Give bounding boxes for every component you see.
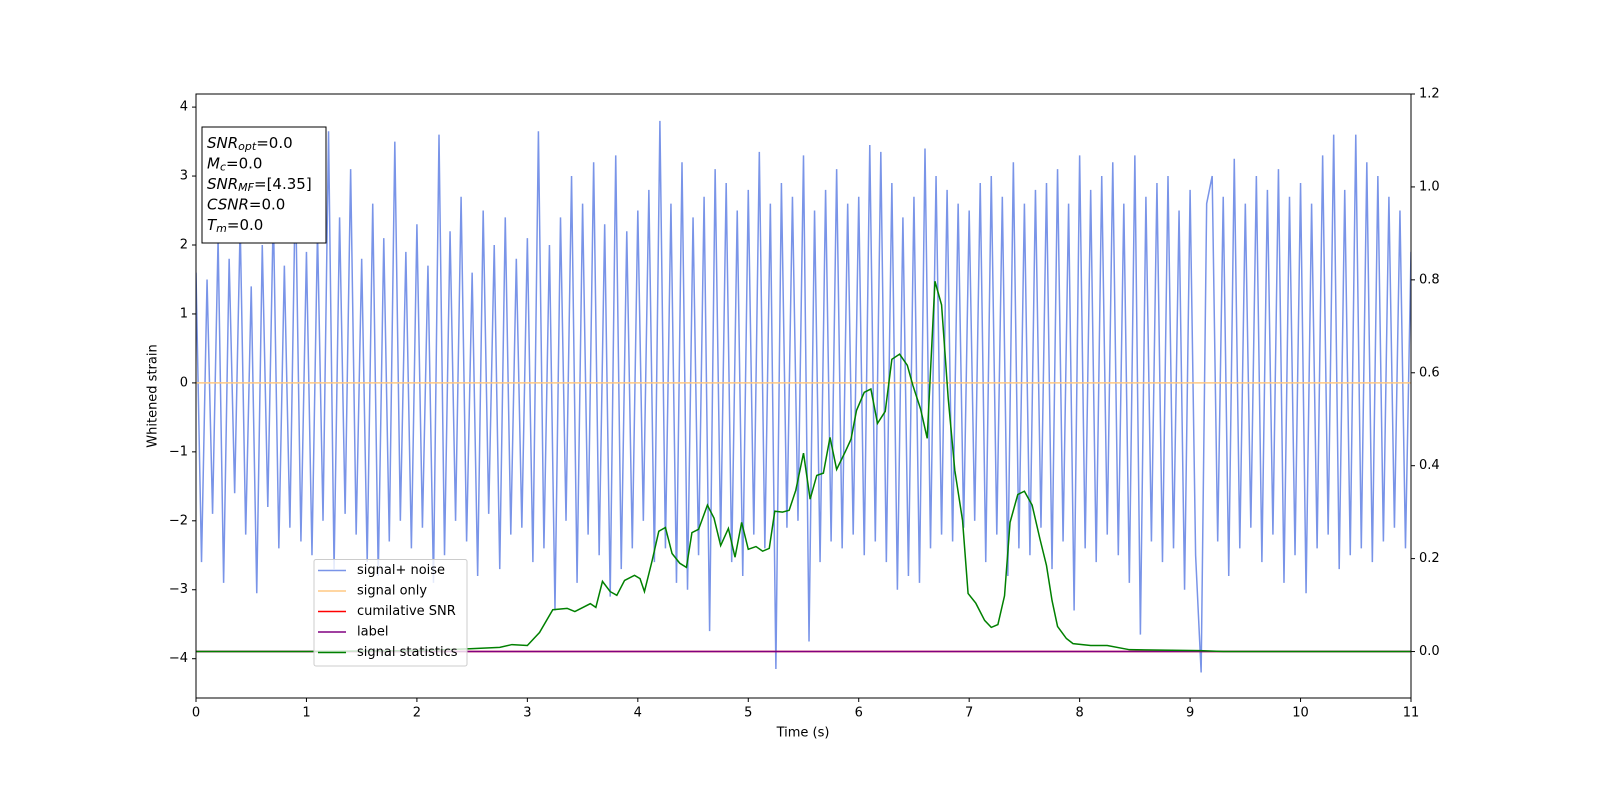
x-tick-label: 1 xyxy=(302,706,310,721)
annotation-subscript: c xyxy=(220,161,226,174)
annotation-value: =0.0 xyxy=(226,154,262,172)
y2-tick-label: 0.8 xyxy=(1419,272,1440,287)
legend-label: signal only xyxy=(357,584,427,599)
annotation-symbol: SNR xyxy=(207,175,238,193)
y-axis-label: Whitened strain xyxy=(146,344,161,447)
x-tick-label: 7 xyxy=(965,706,973,721)
y-tick-label: 0 xyxy=(180,375,188,390)
annotation-box xyxy=(201,126,327,244)
legend-label: signal statistics xyxy=(357,645,458,660)
x-tick-label: 3 xyxy=(523,706,531,721)
annotation-line: Mc=0.0 xyxy=(207,154,262,174)
x-tick-label: 11 xyxy=(1403,706,1420,721)
annotation-line: CSNR=0.0 xyxy=(207,195,285,213)
annotation-subscript: MF xyxy=(238,181,254,194)
y2-tick-label: 1.0 xyxy=(1419,179,1440,194)
annotation-value: =0.0 xyxy=(249,195,285,213)
x-tick-label: 5 xyxy=(744,706,752,721)
y-tick-label: −3 xyxy=(169,582,188,597)
y-tick-label: −4 xyxy=(169,651,188,666)
y-tick-label: 3 xyxy=(180,169,188,184)
axes-frame xyxy=(195,93,1412,699)
y-tick-label: −1 xyxy=(169,444,188,459)
y2-tick-label: 0.0 xyxy=(1419,644,1440,659)
annotation-line: Tm=0.0 xyxy=(207,216,263,236)
x-tick-label: 2 xyxy=(413,706,421,721)
annotation-symbol: SNR xyxy=(207,134,238,152)
annotation-symbol: M xyxy=(207,154,220,172)
annotation-line: SNRMF=[4.35] xyxy=(207,175,312,195)
y2-tick-label: 1.2 xyxy=(1419,87,1440,102)
annotation-subscript: m xyxy=(216,222,227,235)
y-tick-label: 1 xyxy=(180,306,188,321)
x-tick-label: 4 xyxy=(634,706,642,721)
annotation: SNRopt=0.0Mc=0.0SNRMF=[4.35]CSNR=0.0Tm=0… xyxy=(201,126,327,244)
legend: signal+ noise signal only cumilative SNR la… xyxy=(313,559,468,667)
series-line xyxy=(196,120,1411,673)
x-axis-label: Time (s) xyxy=(776,726,830,741)
annotation-line: SNRopt=0.0 xyxy=(207,134,293,154)
legend-label: signal+ noise xyxy=(357,563,445,578)
x-tick-label: 8 xyxy=(1075,706,1083,721)
x-tick-label: 9 xyxy=(1186,706,1194,721)
annotation-symbol: T xyxy=(207,216,218,234)
annotation-value: =0.0 xyxy=(227,216,263,234)
legend-box xyxy=(313,559,468,667)
y-tick-label: 4 xyxy=(180,100,188,115)
annotation-subscript: opt xyxy=(238,140,257,153)
annotation-value: =0.0 xyxy=(256,134,292,152)
legend-label: cumilative SNR xyxy=(357,604,456,619)
annotation-symbol: CSNR xyxy=(207,195,249,213)
x-tick-label: 0 xyxy=(192,706,200,721)
y2-tick-label: 0.4 xyxy=(1419,458,1440,473)
y2-tick-label: 0.6 xyxy=(1419,365,1440,380)
annotation-value: =[4.35] xyxy=(254,175,312,193)
series-line xyxy=(196,281,1411,653)
y-tick-label: 2 xyxy=(180,238,188,253)
y-tick-label: −2 xyxy=(169,513,188,528)
y2-tick-label: 0.2 xyxy=(1419,551,1440,566)
legend-label: label xyxy=(357,625,388,640)
x-tick-label: 6 xyxy=(855,706,863,721)
x-tick-label: 10 xyxy=(1292,706,1309,721)
